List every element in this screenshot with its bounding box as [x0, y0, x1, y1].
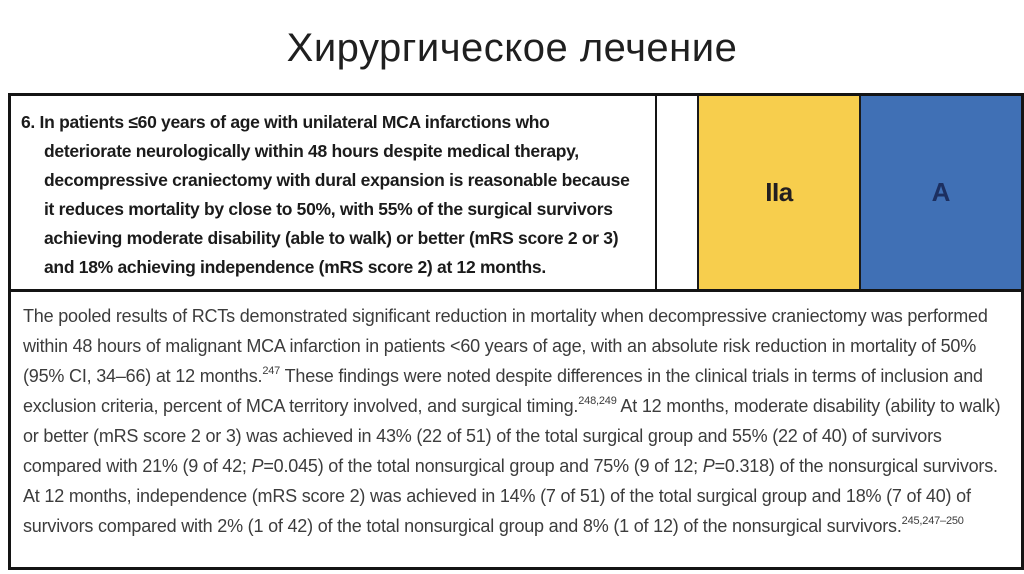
recommendation-line: achieving moderate disability (able to w… [44, 228, 619, 248]
evidence-paragraph: The pooled results of RCTs demonstrated … [23, 306, 1001, 536]
recommendation-line: 6. In patients ≤60 years of age with uni… [21, 112, 550, 132]
level-of-evidence-cell: A [859, 96, 1021, 289]
recommendation-row: 6. In patients ≤60 years of age with uni… [11, 96, 1021, 292]
recommendation-line: deteriorate neurologically within 48 hou… [44, 141, 579, 161]
slide-title: Хирургическое лечение [286, 26, 738, 70]
recommendation-line: decompressive craniectomy with dural exp… [44, 170, 630, 190]
recommendation-line: it reduces mortality by close to 50%, wi… [44, 199, 613, 219]
cell-spacer [657, 96, 697, 289]
recommendation-table: 6. In patients ≤60 years of age with uni… [8, 93, 1024, 570]
recommendation-text-cell: 6. In patients ≤60 years of age with uni… [11, 96, 657, 289]
recommendation-line: and 18% achieving independence (mRS scor… [44, 257, 546, 277]
class-of-recommendation-cell: IIa [697, 96, 859, 289]
evidence-body-row: The pooled results of RCTs demonstrated … [11, 292, 1021, 567]
